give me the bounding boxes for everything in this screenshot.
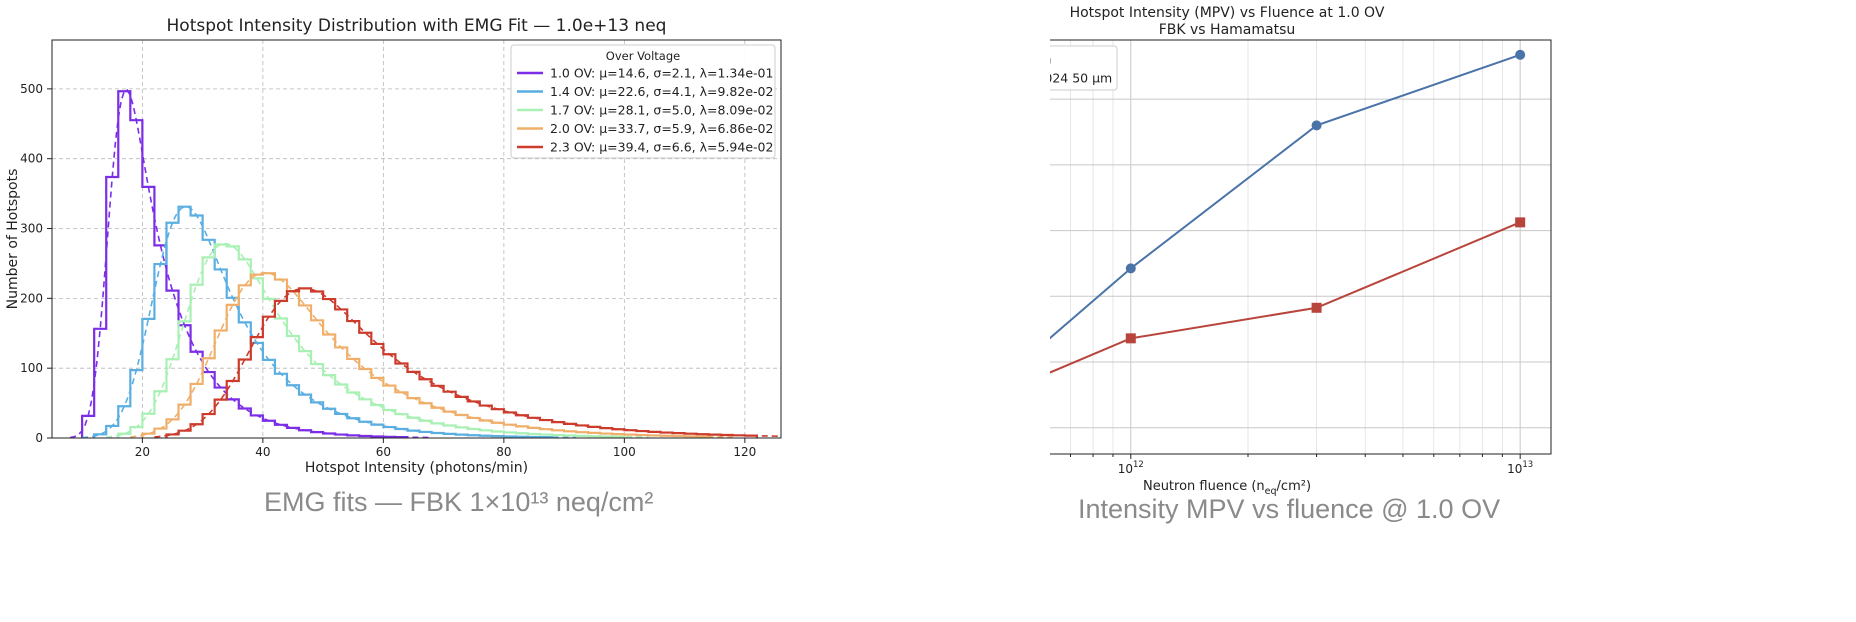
hist-series-3 bbox=[106, 242, 649, 438]
hist-legend-label-5: 2.3 OV: μ=39.4, σ=6.6, λ=5.94e-02 bbox=[550, 140, 773, 155]
hist-x-tick-label: 120 bbox=[733, 445, 756, 459]
hist-legend-label-2: 1.4 OV: μ=22.6, σ=4.1, λ=9.82e-02 bbox=[550, 84, 773, 99]
emg-fit-series-2 bbox=[82, 205, 577, 438]
left-caption: EMG fits — FBK 1×10¹³ neq/cm² bbox=[264, 487, 654, 517]
line-path-series-2 bbox=[1050, 221, 1521, 374]
line-x-tick-exp: 12 bbox=[1133, 460, 1144, 470]
hist-series-1 bbox=[69, 89, 432, 438]
hist-legend-label-1: 1.0 OV: μ=14.6, σ=2.1, λ=1.34e-01 bbox=[550, 66, 773, 81]
line-x-axis-label-tail: /cm²) bbox=[1277, 479, 1311, 494]
histogram-chart: Hotspot Intensity Distribution with EMG … bbox=[5, 16, 782, 476]
right-caption: Intensity MPV vs fluence @ 1.0 OV bbox=[1078, 494, 1501, 524]
line-legend-box bbox=[1050, 45, 1118, 91]
hist-series-4 bbox=[130, 271, 733, 438]
hist-legend-label-3: 1.7 OV: μ=28.1, σ=5.0, λ=8.09e-02 bbox=[550, 103, 773, 118]
hist-y-tick-label: 0 bbox=[35, 431, 43, 445]
hist-x-tick-label: 60 bbox=[376, 445, 391, 459]
line-point-series-2 bbox=[1125, 333, 1136, 344]
hist-plot-frame bbox=[51, 39, 782, 439]
line-path-series-1 bbox=[1050, 53, 1521, 340]
line-gridlines bbox=[1050, 40, 1551, 454]
line-x-tick-base: 10 bbox=[1507, 462, 1522, 476]
line-x-tick-label: 1013 bbox=[1507, 460, 1533, 476]
hist-x-axis-label: Hotspot Intensity (photons/min) bbox=[305, 460, 528, 476]
hist-y-axis-label: Number of Hotspots bbox=[5, 169, 21, 310]
line-legend: FBK W3m 31 µm Hamamatsu H2024 50 µm bbox=[1050, 45, 1118, 91]
hist-y-tick-label: 400 bbox=[20, 152, 43, 166]
hist-x-tick-label: 20 bbox=[135, 445, 150, 459]
hist-x-tick-label: 80 bbox=[496, 445, 511, 459]
line-point-series-2 bbox=[1515, 217, 1526, 228]
hist-y-tick-label: 300 bbox=[20, 222, 43, 236]
hist-x-tick-label: 100 bbox=[613, 445, 636, 459]
line-subtitle: FBK vs Hamamatsu bbox=[1159, 22, 1296, 38]
line-x-tick-label: 1012 bbox=[1118, 460, 1144, 476]
mpv-fluence-chart: Hotspot Intensity (MPV) vs Fluence at 1.… bbox=[1050, 5, 1552, 497]
hist-x-tick-label: 40 bbox=[255, 445, 270, 459]
line-legend-label-1: FBK W3m 31 µm bbox=[1050, 52, 1051, 67]
hist-legend: Over Voltage 1.0 OV: μ=14.6, σ=2.1, λ=1.3… bbox=[510, 44, 776, 159]
line-series-2 bbox=[1050, 217, 1526, 374]
line-point-series-1 bbox=[1515, 49, 1526, 60]
hist-y-tick-label: 500 bbox=[20, 82, 43, 96]
emg-fit-series-3 bbox=[106, 242, 649, 438]
line-point-series-2 bbox=[1311, 302, 1322, 313]
line-series-1 bbox=[1050, 49, 1526, 340]
hist-y-tick-label: 200 bbox=[20, 291, 43, 305]
line-plot-frame bbox=[1050, 39, 1552, 455]
emg-fit-series-1 bbox=[69, 89, 432, 438]
emg-fit-series-4 bbox=[130, 271, 733, 438]
hist-legend-box bbox=[510, 44, 776, 159]
line-x-axis-label-sub: eq bbox=[1265, 486, 1277, 497]
line-legend-label-2: Hamamatsu H2024 50 µm bbox=[1050, 71, 1112, 86]
hist-series-2 bbox=[82, 205, 577, 438]
line-point-series-1 bbox=[1311, 120, 1322, 131]
hist-step-series-2 bbox=[93, 205, 554, 438]
emg-fit-series-5 bbox=[154, 287, 781, 438]
line-x-axis-label: Neutron fluence (neq/cm²) bbox=[1143, 479, 1311, 497]
hist-title: Hotspot Intensity Distribution with EMG … bbox=[167, 16, 667, 36]
line-title: Hotspot Intensity (MPV) vs Fluence at 1.… bbox=[1070, 5, 1385, 21]
hist-legend-label-4: 2.0 OV: μ=33.7, σ=5.9, λ=6.86e-02 bbox=[550, 121, 773, 136]
hist-series-5 bbox=[154, 287, 781, 438]
line-x-axis-label-main: Neutron fluence (n bbox=[1143, 479, 1265, 494]
line-point-series-1 bbox=[1125, 263, 1136, 274]
line-x-tick-base: 10 bbox=[1118, 462, 1133, 476]
line-x-tick-exp: 13 bbox=[1522, 460, 1533, 470]
hist-y-tick-label: 100 bbox=[20, 361, 43, 375]
hist-legend-title: Over Voltage bbox=[606, 49, 680, 63]
